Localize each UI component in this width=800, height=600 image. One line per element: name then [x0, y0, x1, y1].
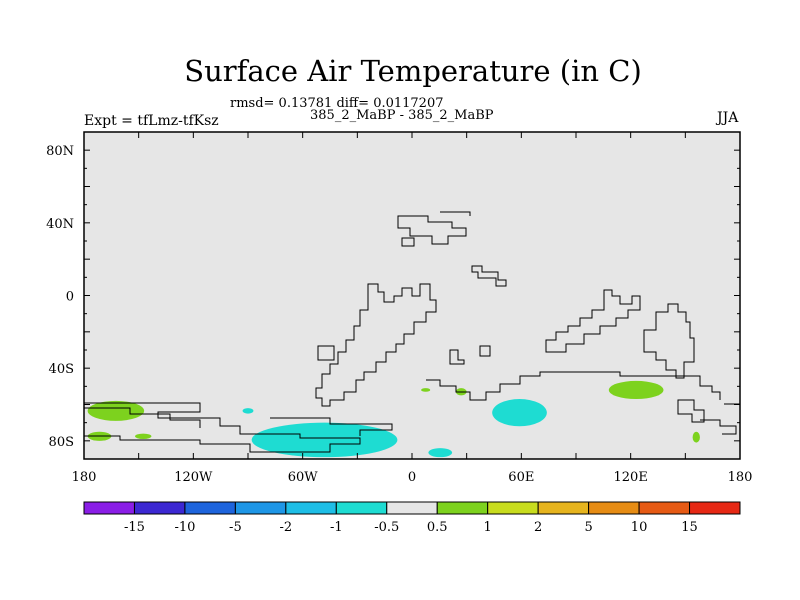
coastline-ice-shelf [270, 417, 393, 436]
y-tick-label: 40S [49, 362, 74, 377]
colorbar-swatch [638, 501, 691, 515]
chart-title: Surface Air Temperature (in C) [184, 54, 642, 88]
season-label: JJA [717, 110, 739, 126]
coastline-arctic [440, 211, 471, 216]
colorbar-swatch [133, 501, 186, 515]
anomaly-region-7 [421, 388, 431, 392]
coastline-mediterranean [449, 349, 465, 365]
experiment-label: Expt = tfLmz-tfKsz [84, 113, 219, 129]
anomaly-region-9 [242, 408, 254, 414]
colorbar-swatch [285, 501, 337, 515]
colorbar-label: -2 [280, 520, 293, 535]
coastlines [84, 211, 740, 453]
coastline-greenland [397, 215, 467, 245]
colorbar-swatch [588, 501, 640, 515]
anomaly-region-11 [428, 448, 453, 458]
colorbar-swatch [335, 501, 388, 515]
y-tick-label: 80S [49, 435, 74, 450]
colorbar-label: 0.5 [427, 520, 448, 535]
coastline-pacific-island [677, 399, 705, 423]
rmsd-diff-stats: rmsd= 0.13781 diff= 0.0117207 [230, 96, 444, 111]
colorbar-swatch [436, 501, 489, 515]
colorbar-label: -0.5 [374, 520, 399, 535]
coastline-europe [471, 265, 507, 287]
x-tick-label: 180 [72, 470, 97, 485]
anomaly-region-2 [135, 433, 152, 440]
colorbar-label: -5 [229, 520, 242, 535]
coastline-antarctica-east [700, 419, 737, 435]
x-tick-label: 120E [614, 470, 648, 485]
coastline-antarctica-peninsula [84, 407, 201, 428]
coastline-gulf [317, 345, 335, 361]
anomaly-region-8 [251, 422, 398, 458]
anomaly-region-4 [692, 431, 700, 443]
y-tick-label: 0 [66, 290, 74, 305]
colorbar-label: 15 [681, 520, 698, 535]
colorbar: -15 -10 -5 -2 -1 -0.5 0.5 1 2 5 10 15 [83, 501, 741, 535]
anomaly-region-0 [87, 400, 145, 421]
y-tick-label: 80N [46, 144, 74, 159]
colorbar-label: 2 [534, 520, 542, 535]
colorbar-label: -1 [330, 520, 343, 535]
coastline-island [401, 237, 415, 247]
x-tick-label: 180 [728, 470, 753, 485]
coastline-small-island [479, 345, 491, 357]
colorbar-label: 10 [631, 520, 648, 535]
colorbar-label: -10 [174, 520, 195, 535]
colorbar-swatch [689, 501, 741, 515]
colorbar-swatch [184, 501, 236, 515]
coastline-australia [643, 303, 695, 379]
coastline-south-america [315, 283, 437, 407]
colorbar-swatch [386, 501, 438, 515]
y-tick-label: 40N [46, 217, 74, 232]
x-tick-label: 120W [174, 470, 213, 485]
case-label: 385_2_MaBP - 385_2_MaBP [310, 108, 494, 123]
colorbar-label: -15 [124, 520, 145, 535]
coastline-antarctica [84, 402, 361, 453]
colorbar-swatch [234, 501, 287, 515]
colorbar-swatch [537, 501, 590, 515]
x-tick-label: 60E [508, 470, 534, 485]
colorbar-swatch [83, 501, 135, 515]
coastline-africa-south [426, 371, 721, 401]
anomaly-region-3 [608, 380, 664, 400]
coastline-asia [545, 289, 641, 353]
axes: 180 120W 60W 0 60E 120E 180 80N 40N 0 40S 80S [46, 131, 753, 485]
colorbar-swatch [487, 501, 539, 515]
anomaly-region-10 [492, 399, 547, 427]
colorbar-label: 5 [584, 520, 592, 535]
x-tick-label: 60W [288, 470, 319, 485]
colorbar-label: 1 [484, 520, 492, 535]
x-tick-label: 0 [408, 470, 416, 485]
